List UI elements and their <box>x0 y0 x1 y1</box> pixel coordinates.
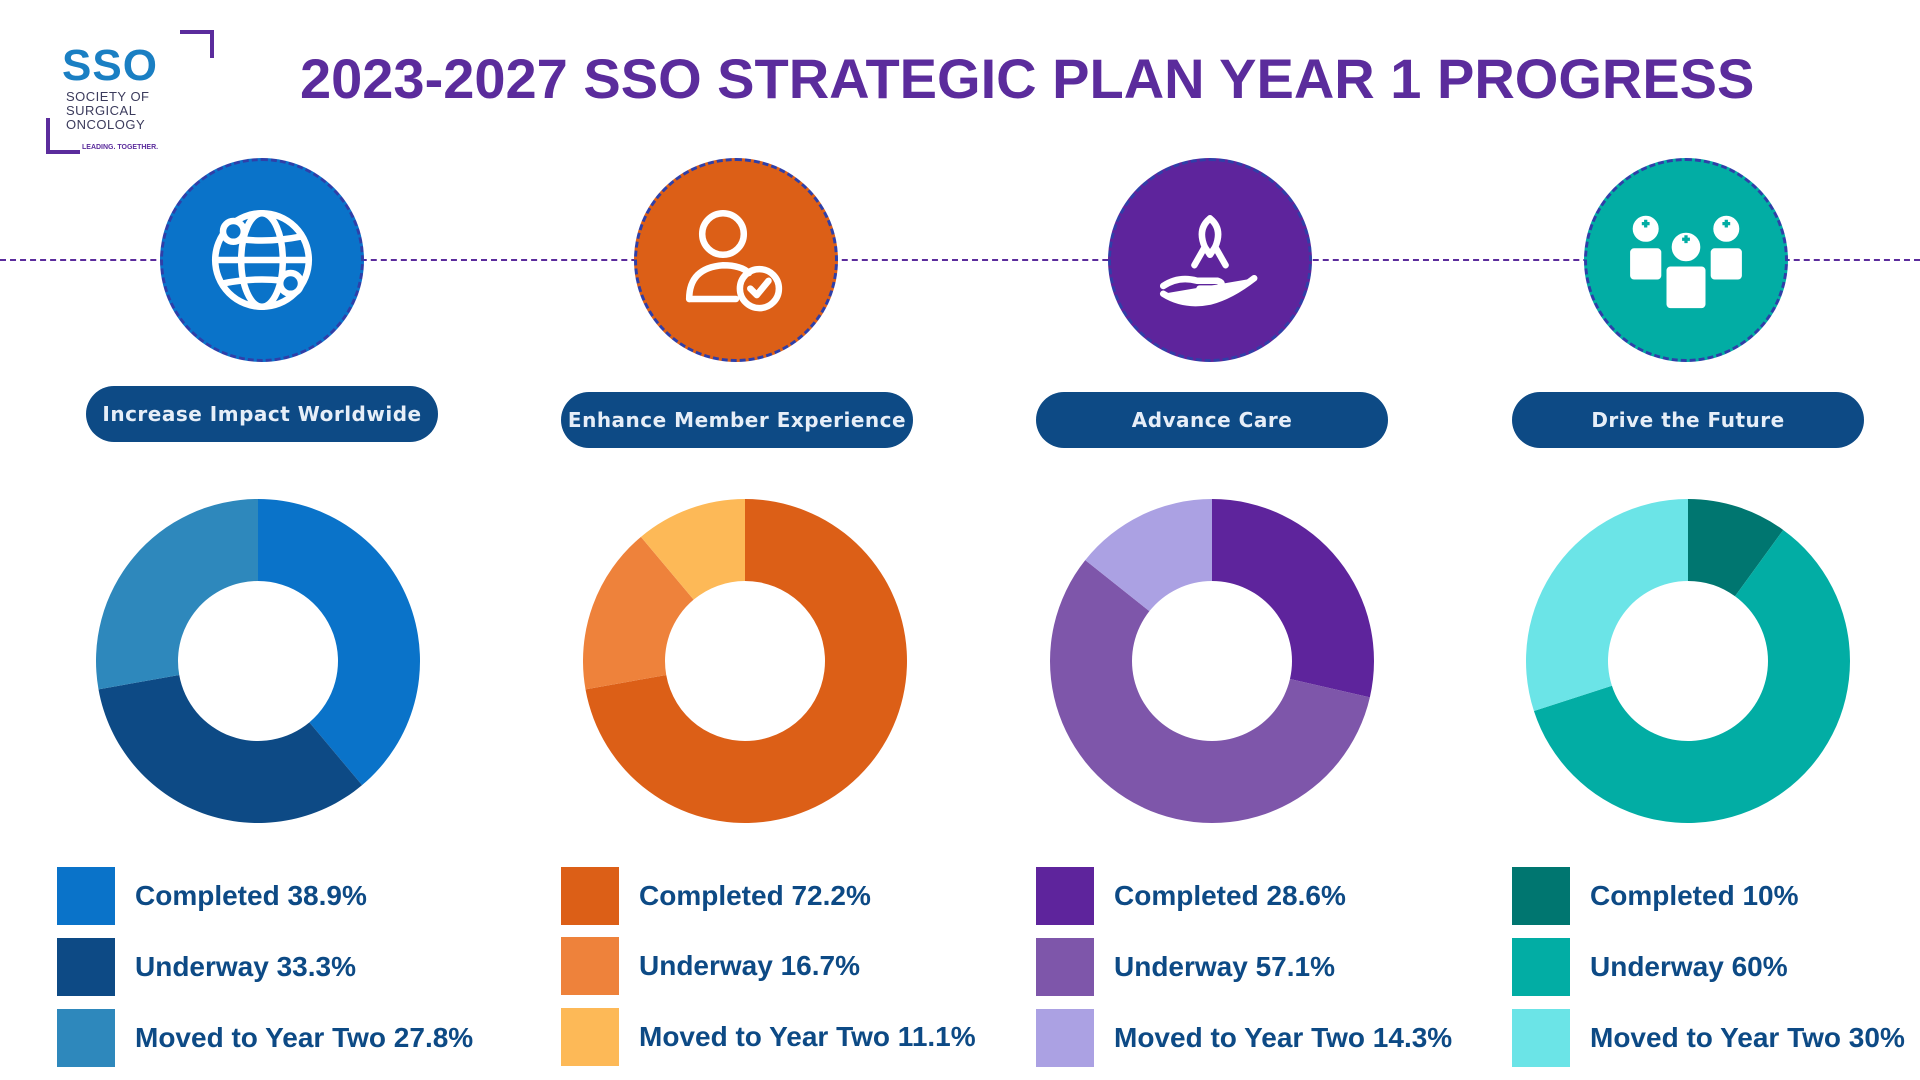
donut-segment-completed <box>1212 499 1374 698</box>
donut-segment-moved <box>1526 499 1688 712</box>
pillar-label-member: Enhance Member Experience <box>561 392 913 448</box>
donut-segment-moved <box>1085 499 1212 612</box>
legend-care-completed: Completed 28.6% <box>1036 867 1346 925</box>
pillar-icon-circle-future <box>1584 158 1788 362</box>
donut-segment-moved <box>640 499 745 600</box>
legend-swatch <box>1512 867 1570 925</box>
ribbon-hand-icon <box>1159 215 1258 307</box>
donut-segment-underway <box>98 675 363 823</box>
legend-swatch <box>57 938 115 996</box>
logo-line-1: SOCIETY OF <box>66 89 150 104</box>
donut-segment-underway <box>583 536 694 690</box>
sso-logo: SSO SOCIETY OF SURGICAL ONCOLOGY LEADING… <box>46 30 214 156</box>
legend-impact-completed: Completed 38.9% <box>57 867 367 925</box>
legend-member-underway: Underway 16.7% <box>561 937 860 995</box>
pillar-label-impact: Increase Impact Worldwide <box>86 386 438 442</box>
legend-care-moved: Moved to Year Two 14.3% <box>1036 1009 1452 1067</box>
legend-label: Moved to Year Two 27.8% <box>135 1022 474 1053</box>
legend-swatch <box>561 1008 619 1066</box>
logo-line-2: SURGICAL <box>66 103 137 118</box>
legend-impact-moved: Moved to Year Two 27.8% <box>57 1009 473 1067</box>
legend-swatch <box>57 1009 115 1067</box>
legend-future-moved: Moved to Year Two 30% <box>1512 1009 1905 1067</box>
logo-tagline: LEADING. TOGETHER. <box>82 144 159 151</box>
pillar-icon-circle-impact <box>160 158 364 362</box>
doctors-team-icon <box>1627 213 1745 311</box>
donut-segment-underway <box>1533 529 1850 823</box>
legend-swatch <box>57 867 115 925</box>
page-title: 2023-2027 SSO STRATEGIC PLAN YEAR 1 PROG… <box>300 47 1755 110</box>
legend-label: Completed 28.6% <box>1114 880 1346 911</box>
legend-future-underway: Underway 60% <box>1512 938 1788 996</box>
pillar-label-future: Drive the Future <box>1512 392 1864 448</box>
legend-swatch <box>1512 938 1570 996</box>
legend-label: Underway 16.7% <box>639 950 860 981</box>
donut-segment-underway <box>1050 560 1370 823</box>
donut-segment-completed <box>1688 499 1784 597</box>
legend-swatch <box>1036 938 1094 996</box>
donut-segment-completed <box>258 499 420 786</box>
user-check-icon <box>685 209 783 312</box>
logo-line-3: ONCOLOGY <box>66 117 146 132</box>
legend-label: Moved to Year Two 30% <box>1590 1022 1905 1053</box>
legend-future-completed: Completed 10% <box>1512 867 1799 925</box>
donut-chart-impact <box>96 499 420 823</box>
legend-label: Moved to Year Two 14.3% <box>1114 1022 1453 1053</box>
donut-segment-moved <box>96 499 258 690</box>
legend-label: Underway 60% <box>1590 951 1788 982</box>
legend-swatch <box>561 937 619 995</box>
legend-member-moved: Moved to Year Two 11.1% <box>561 1008 976 1066</box>
donut-chart-member <box>583 499 907 823</box>
logo-bracket-top-right <box>180 30 214 58</box>
pillar-icon-circle-care <box>1108 158 1312 362</box>
legend-swatch <box>561 867 619 925</box>
legend-care-underway: Underway 57.1% <box>1036 938 1335 996</box>
legend-swatch <box>1512 1009 1570 1067</box>
legend-impact-underway: Underway 33.3% <box>57 938 356 996</box>
legend-label: Completed 72.2% <box>639 880 871 911</box>
legend-label: Underway 33.3% <box>135 951 356 982</box>
logo-bracket-bottom-left <box>46 118 80 154</box>
pillar-label-care: Advance Care <box>1036 392 1388 448</box>
donut-chart-care <box>1050 499 1374 823</box>
logo-abbr: SSO <box>62 41 158 90</box>
legend-swatch <box>1036 1009 1094 1067</box>
legend-swatch <box>1036 867 1094 925</box>
legend-label: Moved to Year Two 11.1% <box>639 1021 976 1052</box>
legend-label: Underway 57.1% <box>1114 951 1335 982</box>
legend-label: Completed 38.9% <box>135 880 367 911</box>
legend-member-completed: Completed 72.2% <box>561 867 871 925</box>
globe-network-icon <box>211 209 313 311</box>
pillar-icon-circle-member <box>634 158 838 362</box>
donut-segment-completed <box>585 499 907 823</box>
legend-label: Completed 10% <box>1590 880 1799 911</box>
connector-dashed-line <box>0 259 1920 261</box>
donut-chart-future <box>1526 499 1850 823</box>
